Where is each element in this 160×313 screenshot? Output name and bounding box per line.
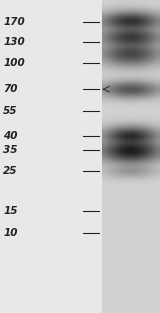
Bar xyxy=(102,0,160,313)
Text: 70: 70 xyxy=(3,84,18,94)
Text: 55: 55 xyxy=(3,106,18,116)
Text: 35: 35 xyxy=(3,145,18,155)
Text: 100: 100 xyxy=(3,58,25,68)
Text: 130: 130 xyxy=(3,37,25,47)
Text: 25: 25 xyxy=(3,166,18,176)
Text: 15: 15 xyxy=(3,206,18,216)
Text: 10: 10 xyxy=(3,228,18,238)
Text: 40: 40 xyxy=(3,131,18,141)
Text: 170: 170 xyxy=(3,17,25,27)
